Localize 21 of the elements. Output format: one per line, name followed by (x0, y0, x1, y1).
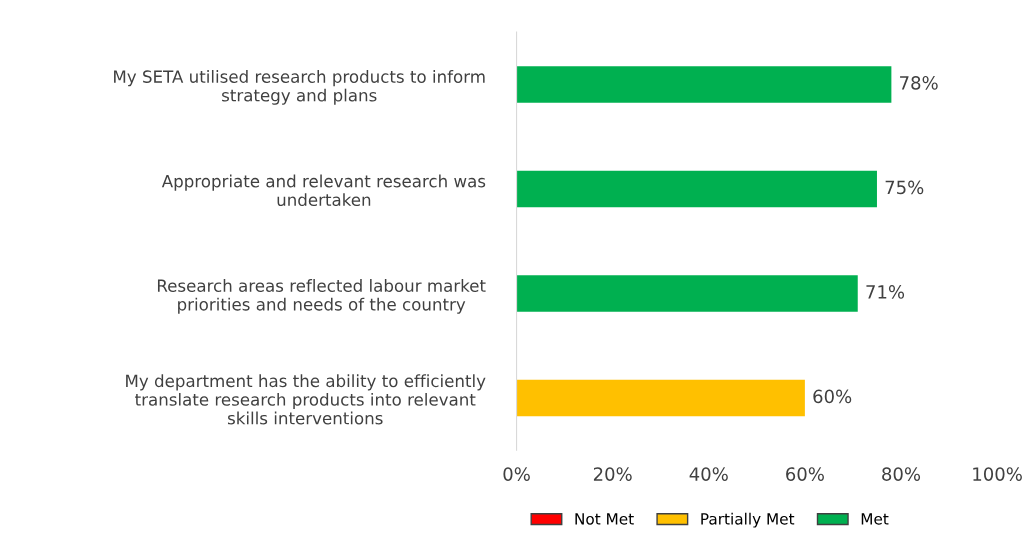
legend-label: Partially Met (701, 512, 795, 528)
y-tick-label: My department has the ability to efficiently translate research products into relevant skills interventions (126, 374, 486, 425)
x-tick-label: 60% (786, 467, 824, 481)
x-tick-label: 0% (503, 467, 530, 481)
data-label: 75% (885, 180, 924, 195)
y-tick-label: Research areas reflected labour market priorities and needs of the country (157, 279, 486, 314)
x-tick-label: 100% (973, 467, 1022, 481)
x-tick-label: 40% (689, 467, 728, 481)
x-tick-label: 20% (593, 467, 632, 481)
x-tick-label: 80% (882, 467, 921, 481)
bar (516, 275, 858, 312)
data-label: 71% (866, 285, 905, 299)
legend-label: Not Met (575, 513, 634, 525)
bar (516, 379, 805, 417)
data-label: 78% (900, 76, 938, 90)
bar (516, 66, 892, 103)
data-label: 60% (813, 389, 852, 404)
y-tick-label: Appropriate and relevant research was undertaken (161, 174, 486, 207)
legend-label: Met (861, 513, 889, 525)
bar (516, 170, 877, 208)
y-tick-label: My SETA utilised research products to inform strategy and plans (114, 70, 485, 105)
